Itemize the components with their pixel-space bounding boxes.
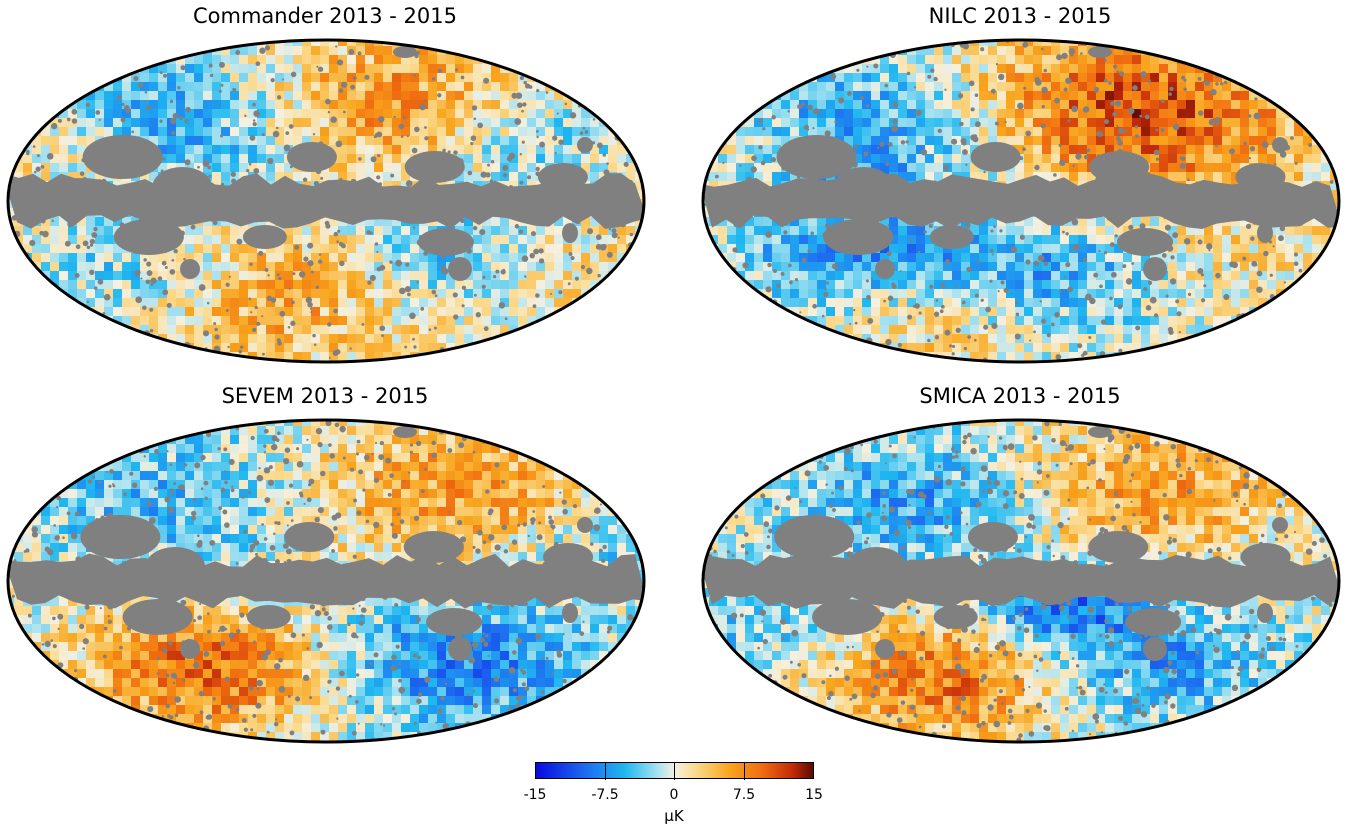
map-outline [6, 38, 646, 364]
mollweide-map-smica [701, 418, 1341, 744]
panel-title-smica: SMICA 2013 - 2015 [919, 384, 1121, 408]
colorbar-tick-neg-mid: -7.5 [591, 787, 619, 803]
mollweide-map-sevem [6, 418, 646, 744]
colorbar-unit-label: μK [664, 807, 684, 825]
map-outline [701, 418, 1341, 744]
mollweide-map-nilc [701, 38, 1341, 364]
mollweide-map-commander [6, 38, 646, 364]
panel-title-nilc: NILC 2013 - 2015 [928, 4, 1112, 28]
colorbar-tick-zero: 0 [669, 787, 679, 803]
map-outline [6, 418, 646, 744]
panel-title-commander: Commander 2013 - 2015 [193, 4, 457, 28]
colorbar [535, 762, 814, 780]
colorbar-tick-max: 15 [805, 787, 823, 803]
colorbar-tick-min: -15 [523, 787, 547, 803]
panel-title-sevem: SEVEM 2013 - 2015 [221, 384, 429, 408]
map-outline [701, 38, 1341, 364]
colorbar-tick-pos-mid: 7.5 [732, 787, 756, 803]
